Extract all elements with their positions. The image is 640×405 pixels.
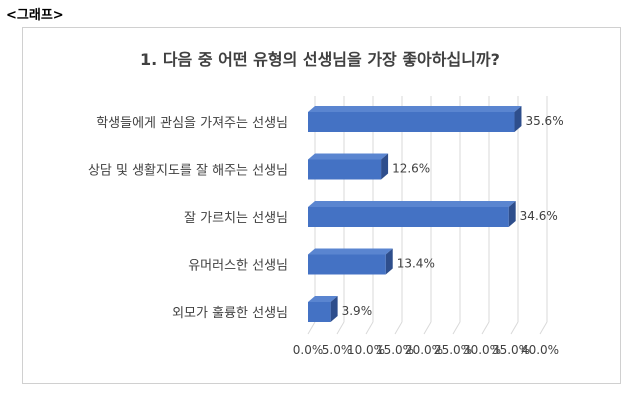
gridline-floor — [307, 321, 316, 335]
x-tick-label: 30.0% — [463, 343, 501, 357]
x-tick-label: 40.0% — [521, 343, 559, 357]
page-label: <그래프> — [6, 8, 64, 23]
x-tick-label: 10.0% — [347, 343, 385, 357]
bar — [308, 254, 386, 275]
gridline-floor — [452, 321, 461, 335]
gridline-floor — [365, 321, 374, 335]
bar-top — [308, 153, 389, 160]
category-label: 잘 가르치는 선생님 — [184, 211, 288, 226]
bar — [308, 207, 509, 227]
value-label: 12.6% — [392, 162, 430, 176]
bar — [308, 159, 382, 180]
category-label: 상담 및 생활지도를 잘 해주는 선생님 — [88, 164, 288, 179]
value-label: 13.4% — [397, 257, 435, 271]
bar-side — [508, 201, 516, 227]
x-tick-label: 15.0% — [376, 343, 414, 357]
bar-top — [308, 296, 338, 302]
x-tick-label: 0.0% — [293, 343, 324, 357]
bar-side — [381, 153, 389, 180]
value-label: 3.9% — [342, 304, 373, 318]
gridline-floor — [423, 321, 432, 335]
gridline-floor — [539, 321, 548, 335]
bar-side — [385, 248, 393, 275]
gridline-floor — [336, 321, 345, 335]
x-tick-label: 25.0% — [434, 343, 472, 357]
bar-top — [308, 248, 393, 255]
bar — [308, 112, 515, 132]
value-label: 34.6% — [520, 209, 558, 223]
chart-title: 1. 다음 중 어떤 유형의 선생님을 가장 좋아하십니까? — [140, 50, 500, 69]
bar-side — [330, 296, 338, 322]
gridline-floor — [510, 321, 519, 335]
category-label: 외모가 훌륭한 선생님 — [172, 306, 288, 321]
bar — [308, 302, 331, 322]
gridline-floor — [481, 321, 490, 335]
category-label: 학생들에게 관심을 가져주는 선생님 — [96, 116, 288, 131]
bar-top — [308, 201, 516, 207]
x-tick-label: 5.0% — [322, 343, 353, 357]
gridline-floor — [394, 321, 403, 335]
x-tick-label: 35.0% — [492, 343, 530, 357]
bar-top — [308, 106, 522, 112]
value-label: 35.6% — [525, 114, 563, 128]
bar-side — [514, 106, 522, 132]
x-tick-label: 20.0% — [405, 343, 443, 357]
category-label: 유머러스한 선생님 — [188, 259, 288, 274]
